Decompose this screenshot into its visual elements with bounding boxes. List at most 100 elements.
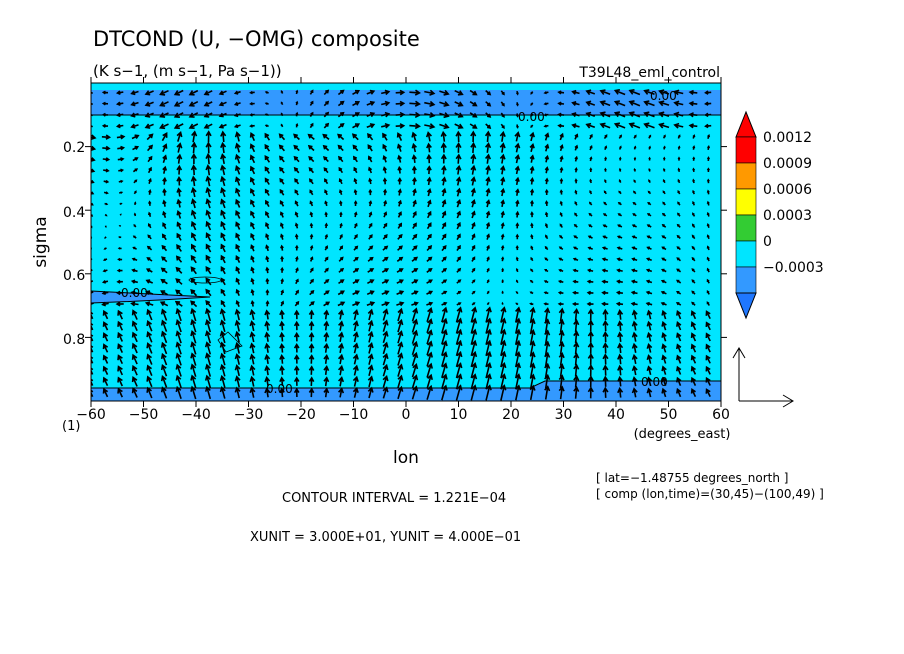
wind-vector [382,363,389,377]
wind-vector [601,257,608,262]
wind-vector [352,309,359,320]
wind-vector [500,90,505,96]
wind-vector [353,222,358,229]
wind-vector [397,233,403,240]
wind-vector [706,178,710,184]
wind-vector [220,266,226,275]
wind-vector [337,123,345,129]
wind-vector [456,290,462,295]
wind-vector [102,269,108,273]
wind-vector [174,300,183,307]
wind-vector [397,374,404,388]
wind-vector [146,308,153,321]
wind-vector [295,89,299,95]
wind-vector [409,122,421,130]
wind-vector [382,234,388,240]
x-tick-labels: −60 −50 −40 −30 −20 −10 0 10 20 30 40 50 60 [76,407,730,423]
wind-vector [530,124,534,128]
wind-vector [574,200,578,206]
wind-vector [160,267,168,274]
wind-vector [441,317,448,334]
wind-vector [706,222,710,228]
wind-vector [190,352,197,366]
wind-vector [692,156,696,161]
wind-vector [161,233,167,241]
wind-vector [662,178,666,184]
wind-vector [382,375,389,388]
wind-vector [353,177,358,185]
wind-vector [705,388,711,397]
wind-vector [529,142,535,152]
wind-vector [646,320,653,331]
wind-vector [706,211,710,217]
wind-vector [661,343,667,353]
wind-vector [426,362,433,378]
wind-vector [530,211,534,218]
wind-vector [117,309,124,320]
wind-vector [323,342,330,353]
wind-vector [235,254,241,263]
wind-vector [368,234,373,240]
wind-vector [203,123,213,129]
wind-vector [485,339,492,356]
wind-vector [294,300,300,307]
wind-vector [558,268,564,273]
wind-vector [130,90,139,96]
wind-vector [130,101,139,107]
wind-vector [351,133,359,141]
wind-vector [144,101,154,107]
wind-vector [352,123,361,129]
wind-vector [515,199,520,207]
wind-vector [146,257,153,262]
wind-vector [559,212,563,217]
wind-vector [558,257,564,262]
wind-vector [176,153,183,164]
wind-vector [690,310,697,320]
contour-small-ellipse [188,276,222,284]
wind-vector [264,143,271,152]
wind-vector [295,244,299,251]
wind-vector [515,279,519,284]
wind-vector [115,301,124,307]
wind-vector [426,290,434,295]
wind-vector [280,255,284,262]
wind-vector [676,246,681,251]
colorbar-level-label: 0.0003 [763,208,812,224]
wind-vector [234,308,241,321]
y-axis-extra-label: (1) [62,419,80,434]
wind-vector [117,320,124,331]
wind-vector [688,89,698,96]
wind-vector [529,306,536,323]
wind-vector [673,89,684,96]
wind-vector [323,301,331,307]
wind-vector [234,165,241,175]
wind-vector [101,301,109,307]
wind-vector [249,124,255,128]
wind-vector [604,178,607,184]
wind-vector [381,123,391,129]
wind-vector [441,164,447,175]
wind-vector [631,309,638,320]
wind-vector [279,177,285,185]
wind-vector [471,244,476,251]
wind-vector [544,269,549,273]
wind-vector [323,155,329,163]
wind-vector [573,223,578,228]
wind-vector [617,353,624,365]
wind-vector [294,211,299,218]
wind-vector [322,144,330,152]
wind-vector [441,373,448,390]
wind-vector [91,168,96,173]
wind-vector [131,353,138,365]
wind-vector [426,256,433,263]
wind-vector [265,221,270,230]
wind-vector [249,90,255,95]
wind-vector [323,320,330,331]
wind-vector [91,269,93,273]
wind-vector [234,176,241,186]
wind-vector [91,291,94,295]
wind-vector [662,167,666,172]
wind-vector [102,309,109,320]
wind-vector [455,350,463,368]
wind-vector [102,365,109,375]
